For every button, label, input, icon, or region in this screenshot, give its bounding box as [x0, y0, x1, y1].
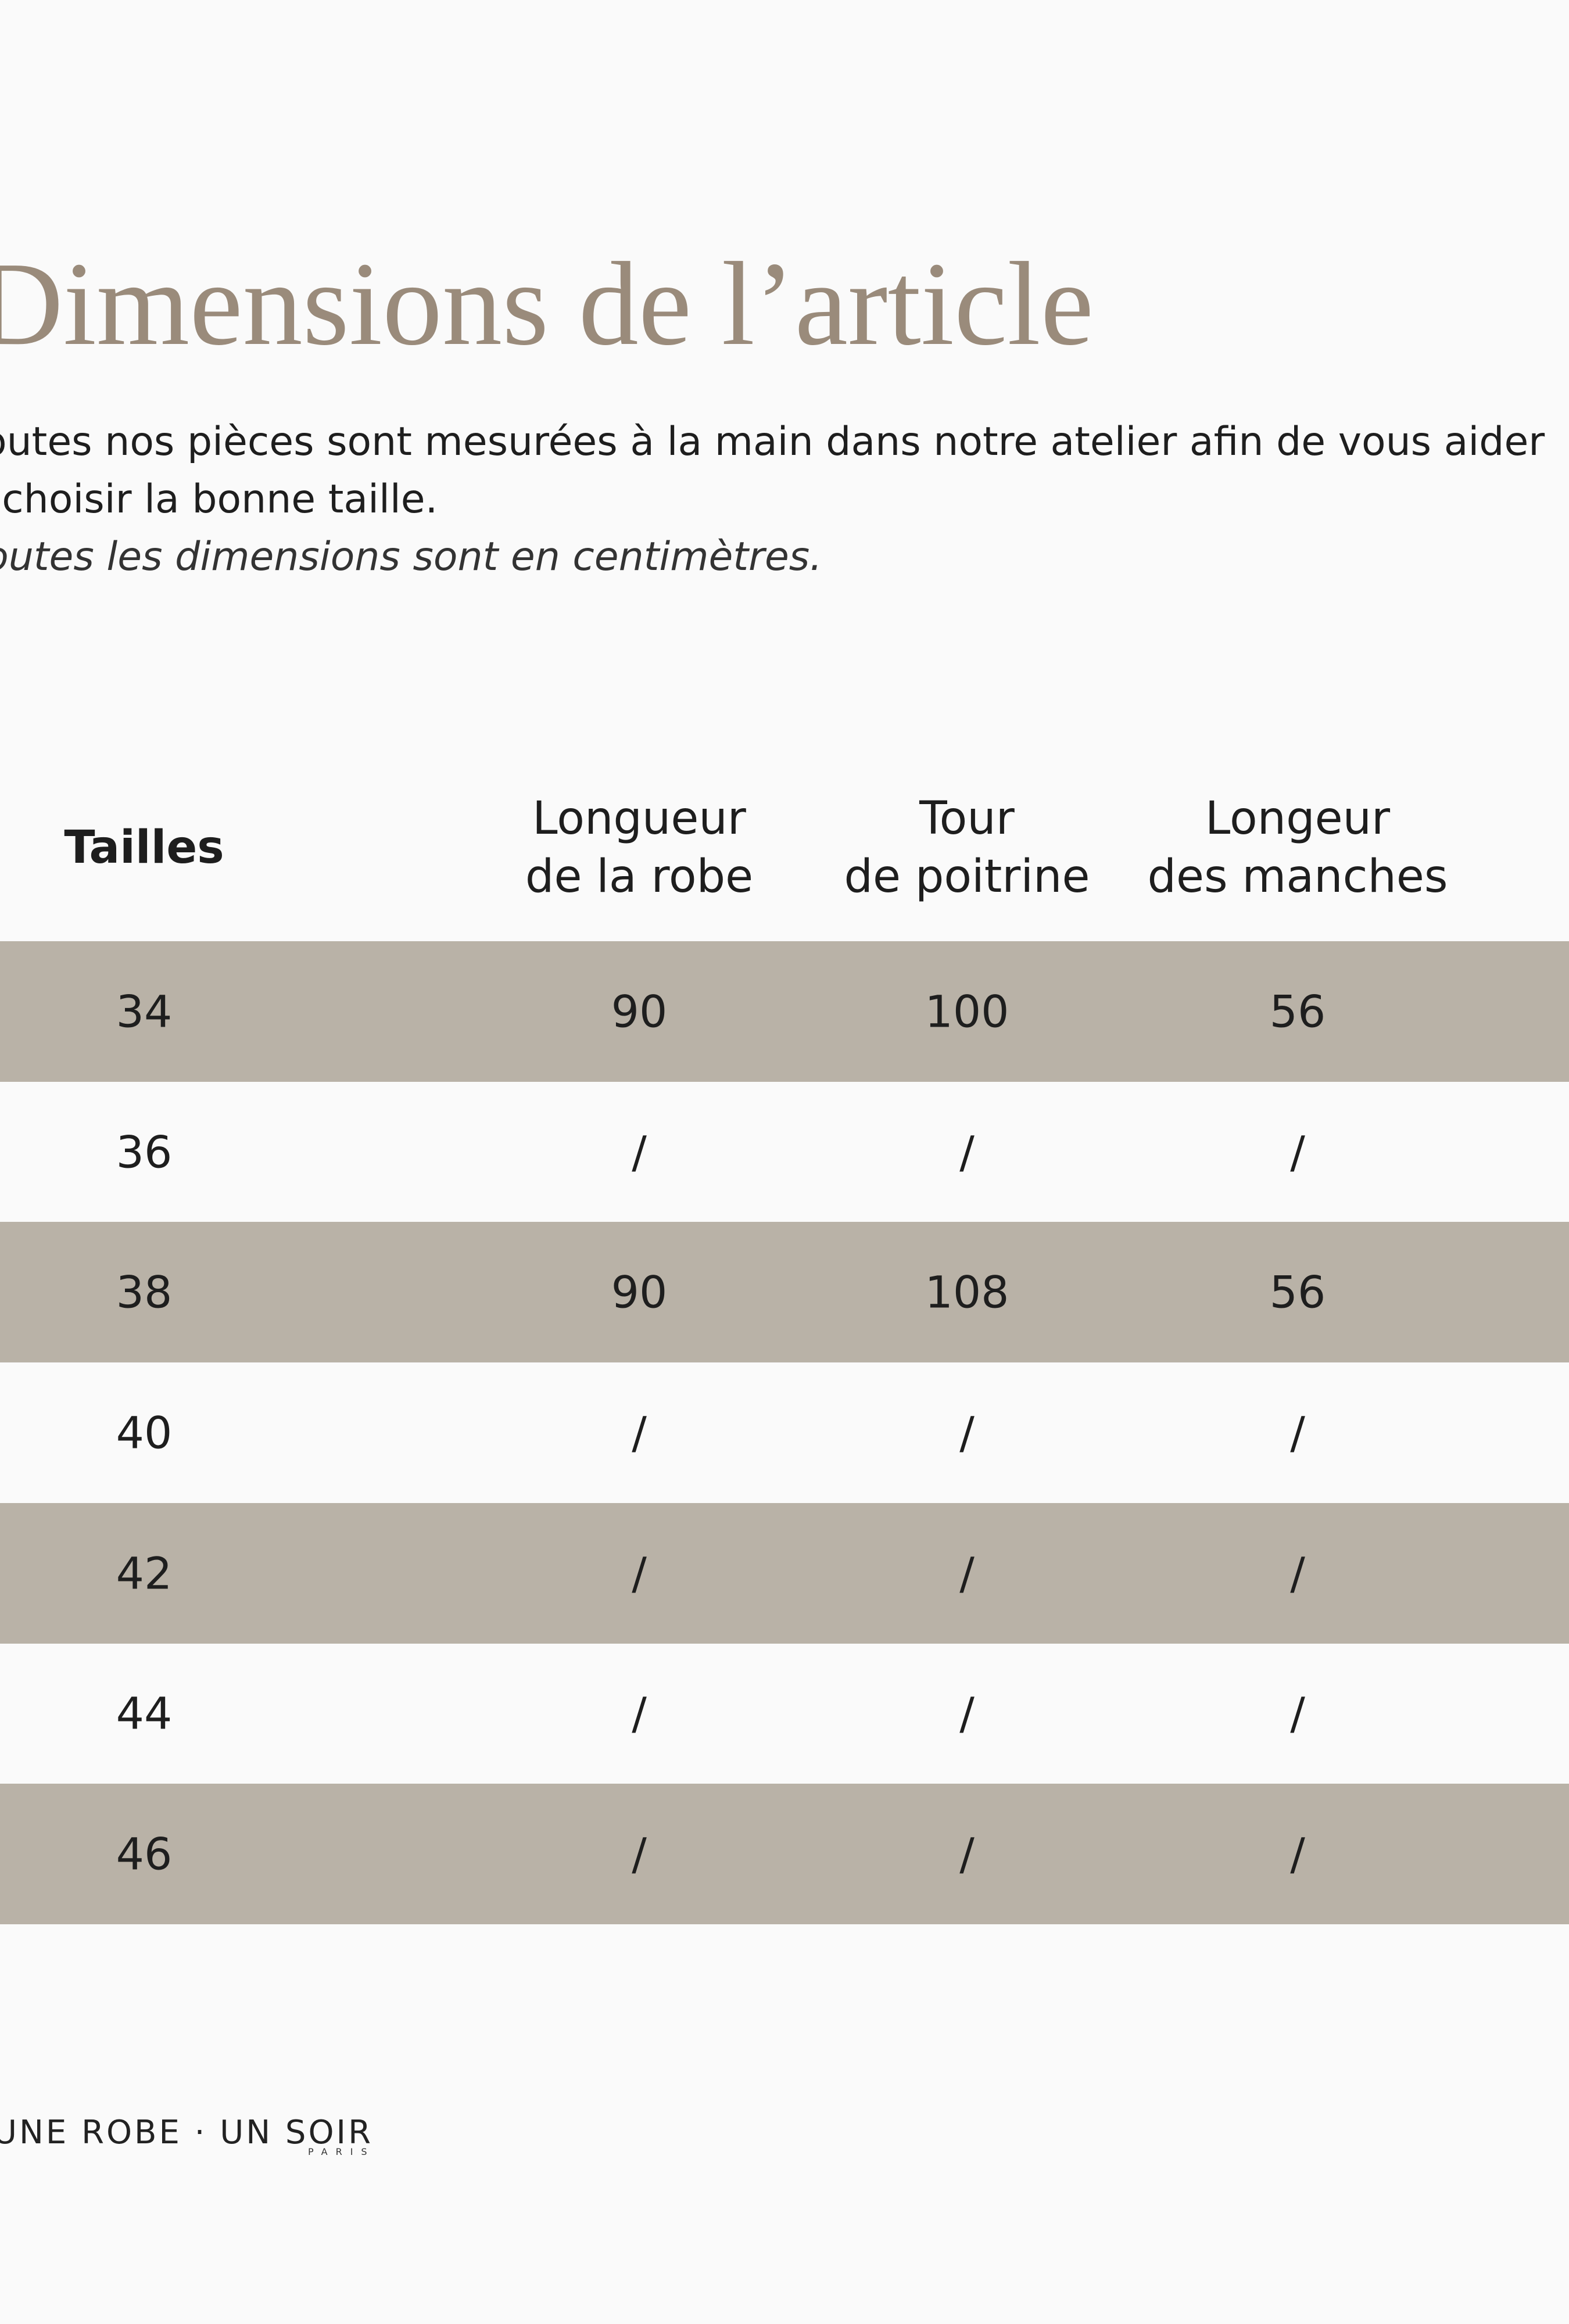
- measure-cell: 90: [611, 985, 668, 1038]
- size-cell: 40: [116, 1407, 173, 1459]
- measure-cell: /: [1290, 1125, 1305, 1178]
- table-row: [0, 1082, 1569, 1222]
- size-cell: 42: [116, 1547, 173, 1599]
- table-row: [0, 1222, 1569, 1363]
- measure-cell: /: [632, 1125, 647, 1178]
- measure-cell: /: [1290, 1547, 1305, 1599]
- measure-cell: /: [1290, 1687, 1305, 1740]
- header-line: des manches: [1147, 851, 1448, 903]
- note: Toutes les dimensions sont en centimètre…: [0, 534, 822, 580]
- measure-cell: 100: [925, 985, 1009, 1038]
- size-cell: 44: [116, 1687, 173, 1740]
- table-row: [0, 941, 1569, 1082]
- measure-cell: /: [959, 1125, 975, 1178]
- measure-cell: 90: [611, 1266, 668, 1318]
- measure-cell: /: [632, 1547, 647, 1599]
- logo: UNE ROBE · UN SOIR: [0, 2114, 373, 2151]
- column-header: Tour de poitrine: [844, 790, 1090, 906]
- measure-cell: /: [959, 1547, 975, 1599]
- size-cell: 46: [116, 1828, 173, 1880]
- table-row: [0, 1644, 1569, 1784]
- table-row: [0, 1362, 1569, 1503]
- table-row: [0, 1784, 1569, 1925]
- header-line: de poitrine: [844, 851, 1090, 903]
- intro-line: Toutes nos pièces sont mesurées à la mai…: [0, 419, 1545, 465]
- measure-cell: /: [959, 1407, 975, 1459]
- column-header: Longeur des manches: [1147, 790, 1448, 906]
- measure-cell: /: [632, 1828, 647, 1880]
- size-cell: 36: [116, 1125, 173, 1178]
- header-line: Longeur: [1205, 792, 1391, 845]
- page-title: Dimensions de l’article: [0, 237, 1094, 370]
- measure-cell: /: [959, 1687, 975, 1740]
- header-line: Tailles: [64, 822, 224, 874]
- measure-cell: /: [959, 1828, 975, 1880]
- logo-city: PARIS: [308, 2146, 375, 2157]
- measure-cell: 56: [1269, 985, 1326, 1038]
- measure-cell: /: [1290, 1407, 1305, 1459]
- intro-line: à choisir la bonne taille.: [0, 476, 438, 522]
- header-line: Longueur: [532, 792, 746, 845]
- table-row: [0, 1502, 1569, 1644]
- column-header: Longueur de la robe: [525, 790, 753, 906]
- measure-cell: /: [632, 1687, 647, 1740]
- column-header: Tailles: [64, 819, 224, 877]
- header-line: de la robe: [525, 851, 754, 903]
- measure-cell: 56: [1269, 1266, 1326, 1318]
- header-line: Tour: [919, 792, 1015, 845]
- measure-cell: 108: [925, 1266, 1009, 1318]
- size-cell: 34: [116, 985, 173, 1038]
- measure-cell: /: [632, 1407, 647, 1459]
- measure-cell: /: [1290, 1828, 1305, 1880]
- size-cell: 38: [116, 1266, 173, 1318]
